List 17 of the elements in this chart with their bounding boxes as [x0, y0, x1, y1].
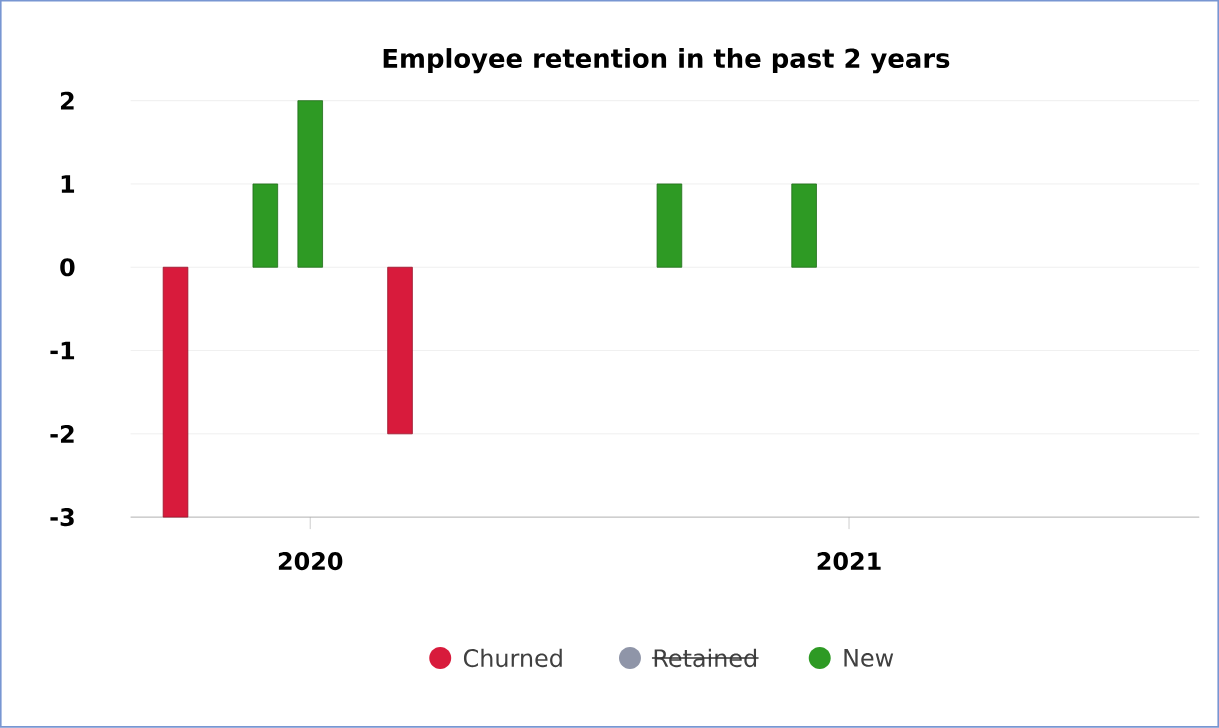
y-tick-label: 1 [61, 175, 75, 193]
y-tick-label: 2 [60, 91, 74, 110]
bar [387, 267, 413, 435]
y-tick-label: -1 [50, 342, 75, 360]
bar [297, 100, 323, 268]
legend-label: Churned [463, 648, 562, 668]
y-tick-label: 0 [60, 258, 75, 277]
bar [791, 183, 817, 268]
bar [162, 267, 189, 518]
y-tick-label: -3 [50, 508, 74, 527]
bar [252, 183, 279, 268]
bar [656, 183, 683, 268]
chart-title: Employee retention in the past 2 years [383, 48, 950, 74]
y-tick-label: -2 [50, 425, 74, 443]
legend-label: New [844, 649, 894, 667]
x-tick-label: 2020 [278, 552, 343, 571]
x-tick-label: 2021 [817, 552, 881, 571]
